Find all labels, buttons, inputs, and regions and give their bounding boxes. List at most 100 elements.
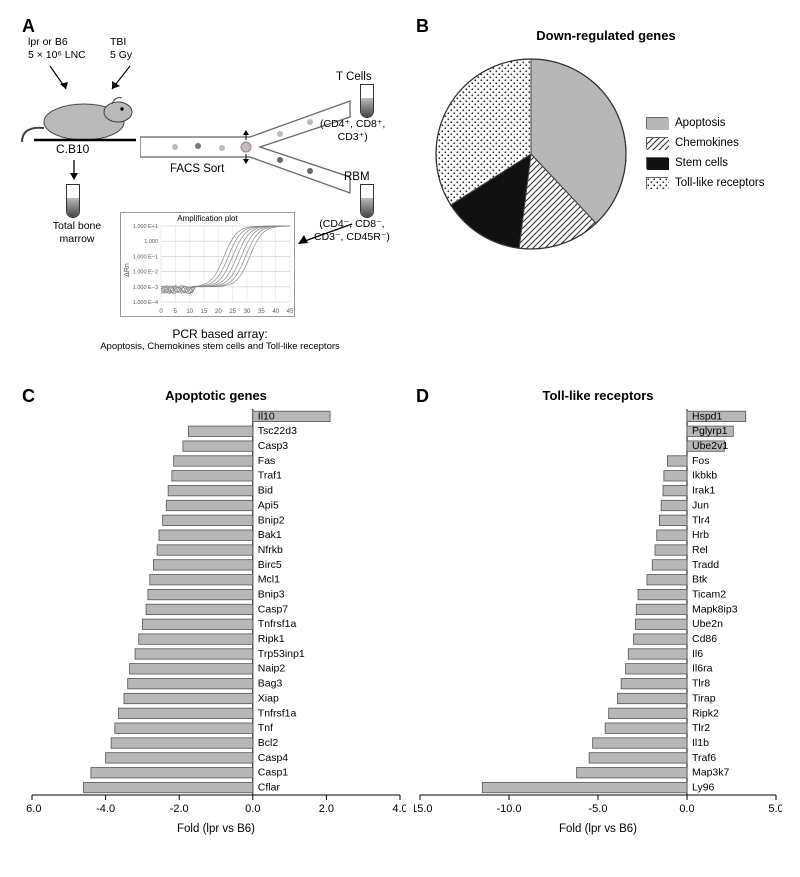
arrow-down-icon xyxy=(64,158,84,182)
svg-text:Fas: Fas xyxy=(258,455,276,467)
svg-text:Api5: Api5 xyxy=(258,499,279,511)
tcells-tube-icon xyxy=(360,82,374,123)
svg-text:Bnip2: Bnip2 xyxy=(258,514,285,526)
svg-text:Casp3: Casp3 xyxy=(258,440,289,452)
legend-label: Chemokines xyxy=(675,137,739,149)
svg-text:25: 25 xyxy=(229,309,236,315)
svg-text:ΔRn: ΔRn xyxy=(124,263,131,277)
pie-legend: Apoptosis Chemokines Stem cells Toll-like r… xyxy=(646,109,764,259)
legend-item: Chemokines xyxy=(646,137,764,149)
svg-text:Pglyrp1: Pglyrp1 xyxy=(692,425,728,437)
svg-text:Il1b: Il1b xyxy=(692,737,709,749)
chart-c-title: Apoptotic genes xyxy=(26,388,406,403)
chart-d-title: Toll-like receptors xyxy=(414,388,782,403)
svg-text:-10.0: -10.0 xyxy=(496,803,521,815)
svg-text:Ikbkb: Ikbkb xyxy=(692,470,717,482)
svg-text:2.0: 2.0 xyxy=(319,803,334,815)
chart-c-xlabel: Fold (lpr vs B6) xyxy=(26,823,406,835)
svg-text:Casp4: Casp4 xyxy=(258,752,289,764)
svg-text:1.000 E−4: 1.000 E−4 xyxy=(133,300,158,306)
input2-label: TBI5 Gy xyxy=(110,36,132,62)
svg-text:Il10: Il10 xyxy=(258,410,275,422)
svg-text:Trp53inp1: Trp53inp1 xyxy=(258,648,305,660)
pcr-based-array-title: PCR based array: Apoptosis, Chemokines s… xyxy=(40,327,400,352)
svg-text:Tirap: Tirap xyxy=(692,692,716,704)
svg-text:Tsc22d3: Tsc22d3 xyxy=(258,425,297,437)
svg-text:45: 45 xyxy=(287,309,294,315)
pie-chart xyxy=(426,49,636,259)
svg-text:Casp7: Casp7 xyxy=(258,603,289,615)
svg-text:-5.0: -5.0 xyxy=(589,803,608,815)
svg-text:-4.0: -4.0 xyxy=(96,803,115,815)
svg-text:1.000 E−3: 1.000 E−3 xyxy=(133,285,158,291)
label-A: A xyxy=(22,16,35,37)
pie-title: Down-regulated genes xyxy=(426,28,786,43)
svg-text:1.000 E−1: 1.000 E−1 xyxy=(133,254,158,260)
legend-item: Apoptosis xyxy=(646,117,764,129)
arrow-rbm-to-plot xyxy=(292,220,362,250)
svg-text:40: 40 xyxy=(272,309,279,315)
rbm-label: RBM xyxy=(344,170,370,184)
input1-label: lpr or B65 × 10⁶ LNC xyxy=(28,36,86,62)
svg-text:5: 5 xyxy=(174,309,178,315)
panel-C: Apoptotic genes -6.0-4.0-2.00.02.04.0Il1… xyxy=(26,388,406,835)
svg-text:Traf1: Traf1 xyxy=(258,470,282,482)
mouse-strain: C.B10 xyxy=(56,142,89,157)
svg-text:Bag3: Bag3 xyxy=(258,678,283,690)
svg-text:Il6: Il6 xyxy=(692,648,703,660)
svg-text:Mcl1: Mcl1 xyxy=(258,574,280,586)
facs-sorter-icon xyxy=(140,97,370,197)
svg-text:Bcl2: Bcl2 xyxy=(258,737,279,749)
svg-text:Cd86: Cd86 xyxy=(692,633,717,645)
svg-text:Tnfrsf1a: Tnfrsf1a xyxy=(258,707,297,719)
svg-text:Tlr8: Tlr8 xyxy=(692,678,710,690)
tcells-label: T Cells xyxy=(336,70,372,84)
svg-text:-2.0: -2.0 xyxy=(170,803,189,815)
svg-text:Fos: Fos xyxy=(692,455,710,467)
svg-text:30: 30 xyxy=(244,309,251,315)
legend-item: Stem cells xyxy=(646,157,764,169)
rbm-tube-icon xyxy=(360,182,374,223)
svg-text:Nfrkb: Nfrkb xyxy=(258,544,283,556)
svg-text:Casp1: Casp1 xyxy=(258,767,289,779)
facs-label: FACS Sort xyxy=(170,162,224,176)
svg-text:Btk: Btk xyxy=(692,574,708,586)
svg-text:5.0: 5.0 xyxy=(768,803,782,815)
legend-label: Toll-like receptors xyxy=(675,177,764,189)
svg-text:Ripk2: Ripk2 xyxy=(692,707,719,719)
svg-text:Mapk8ip3: Mapk8ip3 xyxy=(692,603,738,615)
svg-text:Jun: Jun xyxy=(692,499,709,511)
svg-text:4.0: 4.0 xyxy=(392,803,406,815)
svg-text:Xiap: Xiap xyxy=(258,692,279,704)
amplification-plot: Amplification plot 1.000 E+11.0001.000 E… xyxy=(120,212,295,317)
svg-text:Birc5: Birc5 xyxy=(258,559,282,571)
svg-text:-15.0: -15.0 xyxy=(414,803,433,815)
panel-A: lpr or B65 × 10⁶ LNC TBI5 Gy C.B10 xyxy=(20,42,410,362)
svg-text:Naip2: Naip2 xyxy=(258,663,286,675)
chart-d-xlabel: Fold (lpr vs B6) xyxy=(414,823,782,835)
figure: A B C D lpr or B65 × 10⁶ LNC TBI5 Gy C.B… xyxy=(16,16,784,861)
panel-B: Down-regulated genes Apoptosis Chemokines… xyxy=(426,28,786,348)
tcells-markers: (CD4⁺, CD8⁺, CD3⁺) xyxy=(320,118,385,144)
svg-text:Bnip3: Bnip3 xyxy=(258,588,285,600)
svg-text:Il6ra: Il6ra xyxy=(692,663,713,675)
legend-label: Stem cells xyxy=(675,157,728,169)
svg-text:0: 0 xyxy=(159,309,163,315)
svg-text:Tradd: Tradd xyxy=(692,559,719,571)
svg-text:1.000 E−2: 1.000 E−2 xyxy=(133,270,158,276)
svg-text:1.000: 1.000 xyxy=(144,239,158,245)
svg-text:Bid: Bid xyxy=(258,485,273,497)
legend-item: Toll-like receptors xyxy=(646,177,764,189)
svg-text:Ticam2: Ticam2 xyxy=(692,588,726,600)
svg-text:Bak1: Bak1 xyxy=(258,529,282,541)
svg-text:Cflar: Cflar xyxy=(258,781,281,793)
svg-text:20: 20 xyxy=(215,309,222,315)
svg-text:10: 10 xyxy=(186,309,193,315)
tbm-label: Total bone marrow xyxy=(42,220,112,246)
svg-text:15: 15 xyxy=(201,309,208,315)
svg-text:Traf6: Traf6 xyxy=(692,752,716,764)
apoptotic-bar-chart: -6.0-4.0-2.00.02.04.0Il10Tsc22d3Casp3Fas… xyxy=(26,403,406,823)
svg-text:Tnfrsf1a: Tnfrsf1a xyxy=(258,618,297,630)
panel-D: Toll-like receptors -15.0-10.0-5.00.05.0… xyxy=(414,388,782,835)
tbm-tube-icon xyxy=(66,182,80,223)
